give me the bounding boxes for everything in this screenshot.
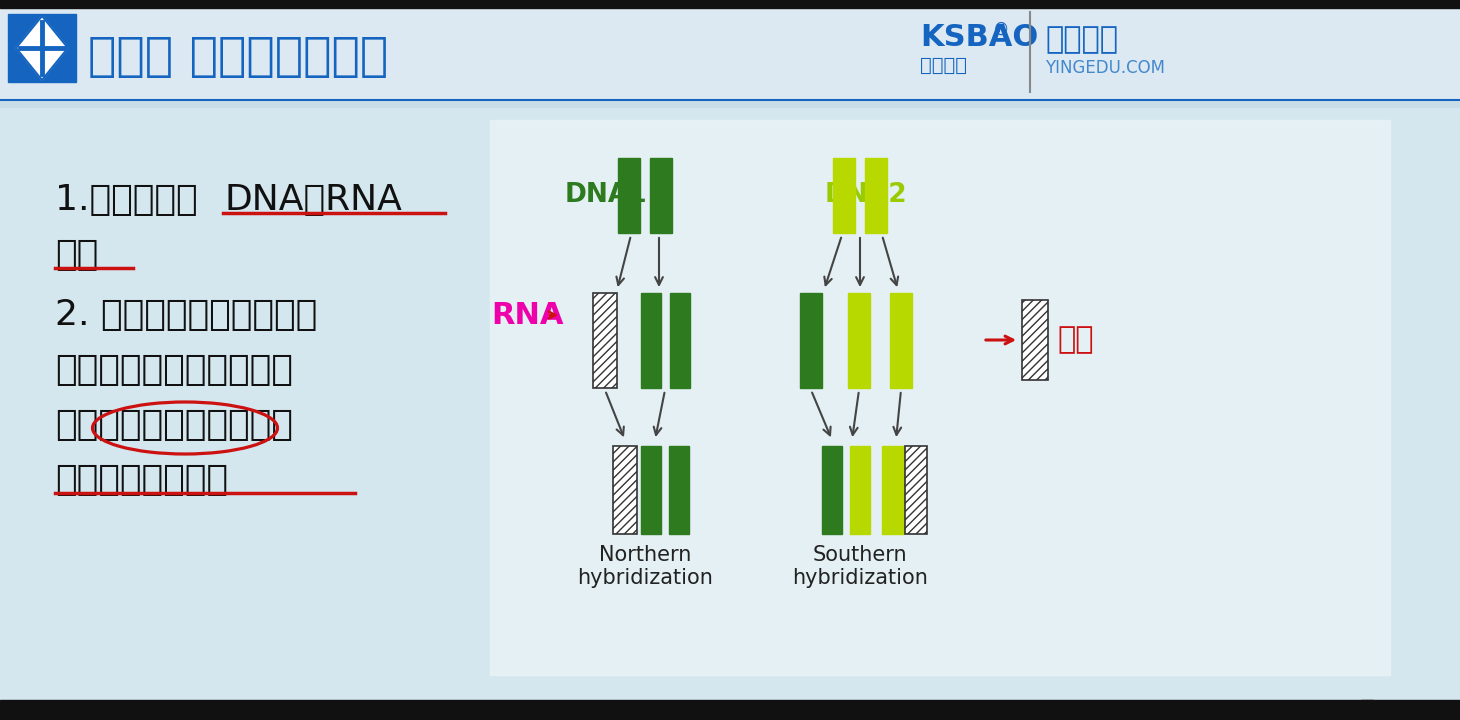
Text: 2. 寡核苷酸探针：单一已: 2. 寡核苷酸探针：单一已 xyxy=(55,298,317,332)
Polygon shape xyxy=(16,16,69,80)
Bar xyxy=(491,120,1390,675)
Text: 考试宝典: 考试宝典 xyxy=(920,55,967,74)
Bar xyxy=(613,446,637,534)
Text: DNA和RNA: DNA和RNA xyxy=(225,183,403,217)
Text: ®: ® xyxy=(993,21,1009,39)
Text: Northern
hybridization: Northern hybridization xyxy=(577,545,712,588)
Bar xyxy=(670,292,689,387)
Text: 辑: 辑 xyxy=(1361,698,1375,720)
Text: Southern
hybridization: Southern hybridization xyxy=(793,545,929,588)
Text: 组成的寡核苷酸探: 组成的寡核苷酸探 xyxy=(55,463,228,497)
Bar xyxy=(0,108,1460,718)
Bar xyxy=(834,158,856,233)
Text: KSBAO: KSBAO xyxy=(920,24,1038,53)
Bar xyxy=(882,446,904,534)
Bar xyxy=(0,100,1460,720)
Bar xyxy=(641,292,660,387)
Bar xyxy=(891,292,912,387)
Bar xyxy=(1022,300,1048,380)
Bar xyxy=(669,446,689,534)
Text: 许多简并性寡核苷酸探针: 许多简并性寡核苷酸探针 xyxy=(55,408,293,442)
Text: 第三节 探针和杂交技术: 第三节 探针和杂交技术 xyxy=(88,35,388,81)
Text: YINGEDU.COM: YINGEDU.COM xyxy=(1045,59,1165,77)
Bar xyxy=(822,446,842,534)
Text: DNA2: DNA2 xyxy=(825,182,908,208)
Bar xyxy=(650,158,672,233)
Text: 1.核酸种类：: 1.核酸种类： xyxy=(55,183,197,217)
Bar xyxy=(641,446,661,534)
Bar xyxy=(905,446,927,534)
Text: 英腾教育: 英腾教育 xyxy=(1045,25,1118,55)
Text: RNA: RNA xyxy=(491,300,564,330)
Bar xyxy=(800,292,822,387)
Text: DNA1: DNA1 xyxy=(565,182,648,208)
Text: 知序列的寡核苷酸探针和: 知序列的寡核苷酸探针和 xyxy=(55,353,293,387)
Bar xyxy=(0,700,1460,720)
Bar xyxy=(7,14,76,82)
Text: 探针: 探针 xyxy=(55,238,98,272)
Bar xyxy=(864,158,888,233)
Bar xyxy=(0,8,1460,100)
Bar xyxy=(593,292,618,387)
Bar xyxy=(0,0,1460,8)
Bar xyxy=(618,158,639,233)
Bar xyxy=(850,446,870,534)
Text: 探针: 探针 xyxy=(1057,325,1094,354)
Bar xyxy=(848,292,870,387)
